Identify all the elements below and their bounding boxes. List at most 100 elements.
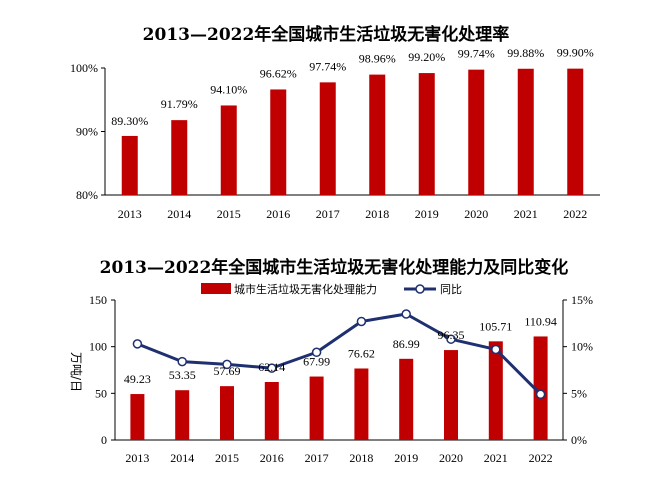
chart-2-bars — [130, 336, 548, 440]
data-label: 96.62% — [260, 66, 297, 80]
chart-2-y-axis-label: 万吨/日 — [69, 352, 83, 392]
capacity-bar — [444, 350, 458, 440]
capacity-bar — [488, 341, 503, 440]
bar — [369, 74, 386, 195]
data-label: 99.20% — [408, 50, 445, 64]
x-tick-label: 2015 — [215, 451, 239, 465]
bar — [468, 69, 485, 195]
bar — [319, 82, 336, 195]
legend-line-label: 同比 — [440, 283, 462, 296]
yoy-line-point — [356, 316, 367, 327]
capacity-data-label: 105.71 — [479, 319, 512, 333]
x-tick-label: 2019 — [415, 207, 439, 221]
left-y-tick-label: 0 — [101, 433, 107, 447]
capacity-bar — [309, 376, 324, 440]
y-axis-label: 万吨/日 — [69, 352, 83, 392]
capacity-data-label: 96.35 — [438, 328, 465, 342]
x-tick-label: 2013 — [118, 207, 142, 221]
left-y-tick-label: 150 — [89, 293, 107, 307]
chart-2-title: 2013—2022年全国城市生活垃圾无害化处理能力及同比变化 — [100, 257, 569, 278]
capacity-data-label: 67.99 — [303, 355, 330, 369]
x-tick-label: 2017 — [316, 207, 340, 221]
yoy-line-point — [446, 334, 456, 344]
data-label: 99.90% — [557, 46, 594, 60]
left-y-tick-label: 100 — [89, 340, 107, 354]
right-y-tick-label: 5% — [571, 386, 587, 400]
legend-bar-swatch — [201, 283, 231, 294]
right-y-tick-label: 15% — [571, 293, 593, 307]
capacity-bar — [130, 394, 145, 440]
y-tick-label: 90% — [76, 125, 98, 139]
yoy-line-point — [132, 339, 143, 349]
legend-line-marker — [415, 284, 425, 294]
x-tick-label: 2013 — [125, 451, 149, 465]
bar — [220, 105, 237, 195]
capacity-bar — [220, 386, 234, 440]
chart-1-title: 2013—2022年全国城市生活垃圾无害化处理率 — [143, 24, 510, 45]
x-tick-label: 2020 — [439, 451, 463, 465]
bar — [171, 120, 188, 195]
x-tick-label: 2021 — [484, 451, 508, 465]
yoy-line-point — [491, 344, 501, 355]
x-tick-label: 2016 — [260, 451, 284, 465]
yoy-line-point — [177, 356, 187, 367]
capacity-bar — [399, 358, 414, 440]
chart-2-data-labels: 49.23 53.35 57.69 62.14 67.99 76.62 86.99 96.35… — [124, 314, 557, 386]
data-label: 98.96% — [359, 52, 396, 66]
capacity-data-label: 53.35 — [169, 368, 196, 382]
yoy-line-point — [401, 309, 411, 319]
bar — [517, 68, 534, 195]
bar — [418, 73, 435, 195]
capacity-data-label: 86.99 — [393, 337, 420, 351]
x-tick-label: 2022 — [563, 207, 587, 221]
data-label: 99.88% — [507, 46, 544, 60]
yoy-line-point — [267, 363, 277, 373]
chart-2-treatment-capacity: 2013—2022年全国城市生活垃圾无害化处理能力及同比变化 城市生活垃圾无害化… — [69, 257, 593, 465]
capacity-data-label: 57.69 — [214, 364, 241, 378]
chart-1-ticks: 80% 90% 100% 2013 2014 2015 2016 2017 2018 2019 20… — [70, 61, 587, 221]
chart-2-axes — [111, 299, 567, 441]
data-label: 89.30% — [111, 114, 148, 128]
capacity-bar — [354, 368, 369, 440]
x-tick-label: 2018 — [365, 207, 389, 221]
chart-1-bars — [121, 68, 584, 195]
y-tick-label: 100% — [70, 61, 98, 75]
bar — [121, 135, 138, 195]
left-y-tick-label: 50 — [95, 386, 107, 400]
capacity-data-label: 62.14 — [258, 360, 285, 374]
chart-1-treatment-rate: 2013—2022年全国城市生活垃圾无害化处理率 89.30% 91.79% 94.… — [70, 24, 600, 221]
x-tick-label: 2022 — [529, 451, 553, 465]
right-y-tick-label: 0% — [571, 433, 587, 447]
right-y-tick-label: 10% — [571, 340, 593, 354]
x-tick-label: 2017 — [305, 451, 329, 465]
yoy-line-point — [222, 359, 232, 370]
capacity-data-label: 49.23 — [124, 372, 151, 386]
capacity-bar — [175, 390, 190, 440]
data-label: 97.74% — [309, 59, 346, 73]
chart-2-legend: 城市生活垃圾无害化处理能力 同比 — [201, 282, 462, 296]
y-tick-label: 80% — [76, 188, 98, 202]
capacity-bar — [264, 382, 279, 440]
bar — [270, 89, 287, 195]
x-tick-label: 2019 — [394, 451, 418, 465]
bar — [567, 68, 584, 195]
data-label: 91.79% — [161, 97, 198, 111]
capacity-data-label: 110.94 — [524, 314, 557, 328]
yoy-line-point — [311, 347, 322, 358]
chart-1-axes — [101, 67, 600, 196]
capacity-bar — [533, 336, 548, 440]
chart-2-yoy-line — [132, 309, 546, 400]
x-tick-label: 2016 — [266, 207, 290, 221]
yoy-line-point — [535, 389, 546, 400]
legend-bar-label: 城市生活垃圾无害化处理能力 — [234, 282, 377, 296]
x-tick-label: 2014 — [170, 451, 194, 465]
x-tick-label: 2014 — [167, 207, 191, 221]
data-label: 99.74% — [458, 47, 495, 61]
yoy-line-path — [136, 312, 542, 396]
x-tick-label: 2015 — [217, 207, 241, 221]
x-tick-label: 2020 — [464, 207, 488, 221]
x-tick-label: 2021 — [514, 207, 538, 221]
x-tick-label: 2018 — [349, 451, 373, 465]
chart-1-data-labels: 89.30% 91.79% 94.10% 96.62% 97.74% 98.96% 99.2… — [111, 46, 594, 128]
